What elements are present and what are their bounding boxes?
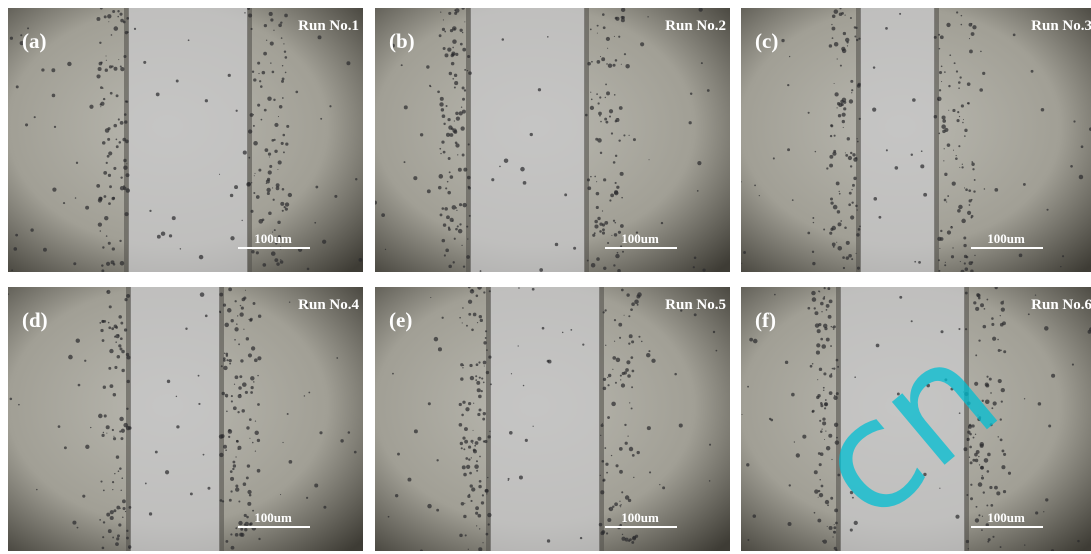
scale-label: 100um: [987, 231, 1025, 246]
panel-label: (c): [755, 29, 778, 53]
wear-track: [490, 287, 600, 551]
wear-track: [860, 8, 935, 272]
panel-label: (d): [22, 308, 48, 332]
track-edge: [126, 287, 131, 551]
wear-track: [470, 8, 585, 272]
micrograph: (c) Run No.3 100um: [741, 8, 1091, 272]
scale-label: 100um: [254, 510, 292, 525]
micrograph: (d) Run No.4 100um: [8, 287, 363, 551]
panel-title: Run No.6: [1031, 297, 1091, 313]
wear-track: [130, 287, 220, 551]
scale-label: 100um: [987, 510, 1025, 525]
track-edge: [486, 287, 491, 551]
scale-label: 100um: [254, 231, 292, 246]
figure: (a) Run No.1 100um (b) Run No.2 100um (c) Run N…: [0, 0, 1091, 549]
panel-title: Run No.2: [665, 18, 726, 34]
panel-title: Run No.4: [298, 297, 359, 313]
track-edge: [599, 287, 604, 551]
panel-label: (e): [389, 308, 412, 332]
track-edge: [247, 8, 252, 272]
track-edge: [856, 8, 861, 272]
track-edge: [466, 8, 471, 272]
scale-label: 100um: [621, 231, 659, 246]
micrograph: (b) Run No.2 100um: [375, 8, 730, 272]
micrograph: (e) Run No.5 100um: [375, 287, 730, 551]
panel-label: (b): [389, 29, 415, 53]
scale-label: 100um: [621, 510, 659, 525]
panel-label: (f): [755, 308, 776, 332]
track-edge: [934, 8, 939, 272]
panel-label: (a): [22, 29, 47, 53]
track-edge: [219, 287, 224, 551]
track-edge: [584, 8, 589, 272]
panel-title: Run No.1: [298, 18, 359, 34]
wear-track: [128, 8, 248, 272]
micrograph: (a) Run No.1 100um: [8, 8, 363, 272]
panel-title: Run No.5: [665, 297, 726, 313]
panel-title: Run No.3: [1031, 18, 1091, 34]
